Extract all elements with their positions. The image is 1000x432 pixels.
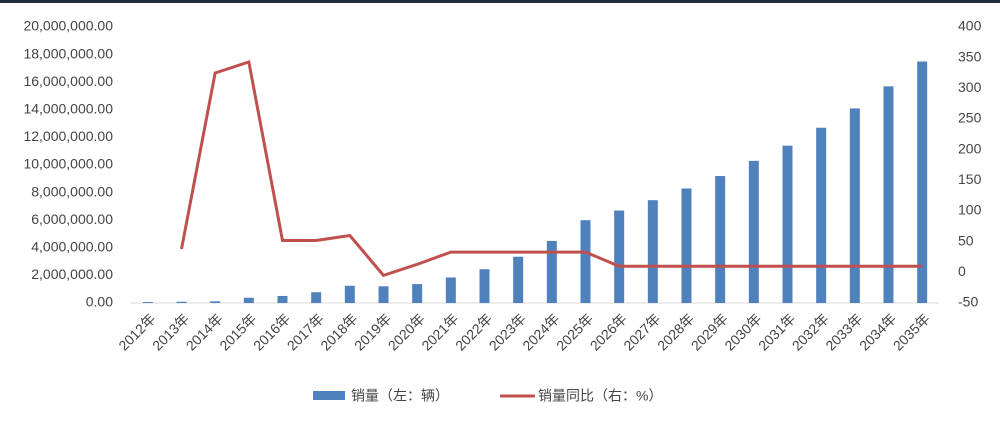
- x-tick-label: 2031年: [755, 310, 798, 353]
- y-tick-label: 10,000,000.00: [23, 156, 113, 172]
- bar: [849, 108, 860, 303]
- x-tick-label: 2035年: [890, 310, 933, 353]
- bar: [513, 256, 524, 303]
- bar: [378, 286, 389, 303]
- y2-tick-label: 50: [958, 232, 974, 248]
- bar: [344, 285, 355, 303]
- legend-label: 销量同比（右：%）: [538, 388, 662, 404]
- y2-tick-label: 250: [958, 110, 982, 126]
- y-tick-label: 4,000,000.00: [31, 239, 113, 255]
- x-tick-label: 2028年: [654, 310, 697, 353]
- bar: [412, 284, 423, 303]
- bar: [311, 292, 322, 303]
- bar: [580, 220, 591, 303]
- bar: [883, 86, 894, 303]
- x-tick-label: 2025年: [553, 310, 596, 353]
- bar: [546, 240, 557, 303]
- top-border: [0, 0, 1000, 3]
- bar: [614, 210, 625, 303]
- y-tick-label: 2,000,000.00: [31, 266, 113, 282]
- bar: [681, 188, 692, 303]
- x-tick-label: 2024年: [519, 310, 562, 353]
- x-tick-label: 2032年: [789, 310, 832, 353]
- y-tick-label: 14,000,000.00: [23, 101, 113, 117]
- y2-tick-label: 0: [958, 263, 966, 279]
- bar: [445, 277, 456, 303]
- x-tick-label: 2012年: [115, 310, 158, 353]
- x-tick-label: 2027年: [620, 310, 663, 353]
- y-tick-label: 18,000,000.00: [23, 45, 113, 61]
- bar: [782, 145, 793, 303]
- x-tick-label: 2013年: [149, 310, 192, 353]
- bar: [647, 200, 658, 303]
- bar: [176, 301, 187, 303]
- bar: [479, 269, 490, 303]
- y-tick-label: 8,000,000.00: [31, 183, 113, 199]
- y2-tick-label: 100: [958, 202, 982, 218]
- x-tick-label: 2033年: [822, 310, 865, 353]
- x-tick-label: 2030年: [721, 310, 764, 353]
- x-tick-label: 2014年: [183, 310, 226, 353]
- line: [180, 60, 923, 278]
- y2-tick-label: -50: [958, 294, 978, 310]
- y2-tick-label: 300: [958, 79, 982, 95]
- x-tick-label: 2018年: [317, 310, 360, 353]
- x-tick-label: 2021年: [418, 310, 461, 353]
- y-tick-label: 20,000,000.00: [23, 18, 113, 34]
- x-tick-label: 2017年: [284, 310, 327, 353]
- y-tick-label: 0.00: [86, 294, 113, 310]
- bar: [917, 61, 928, 303]
- legend-label: 销量（左：辆）: [351, 388, 449, 404]
- legend-swatch: [313, 391, 345, 400]
- x-tick-label: 2019年: [351, 310, 394, 353]
- bar: [816, 127, 827, 304]
- y2-tick-label: 150: [958, 171, 982, 187]
- x-tick-label: 2034年: [856, 310, 899, 353]
- bar: [243, 297, 254, 303]
- bar: [142, 302, 153, 303]
- y-tick-label: 6,000,000.00: [31, 211, 113, 227]
- y2-tick-label: 400: [958, 18, 982, 34]
- y-tick-label: 12,000,000.00: [23, 128, 113, 144]
- x-tick-label: 2015年: [216, 310, 259, 353]
- x-tick-label: 2022年: [452, 310, 495, 353]
- x-tick-label: 2023年: [486, 310, 529, 353]
- bar: [277, 295, 288, 303]
- x-tick-label: 2016年: [250, 310, 293, 353]
- x-tick-label: 2029年: [688, 310, 731, 353]
- y2-tick-label: 200: [958, 140, 982, 156]
- y2-tick-label: 350: [958, 48, 982, 64]
- bar: [715, 176, 726, 303]
- bar: [748, 160, 759, 303]
- x-tick-label: 2020年: [385, 310, 428, 353]
- bar: [210, 301, 221, 303]
- x-tick-label: 2026年: [587, 310, 630, 353]
- y-tick-label: 16,000,000.00: [23, 73, 113, 89]
